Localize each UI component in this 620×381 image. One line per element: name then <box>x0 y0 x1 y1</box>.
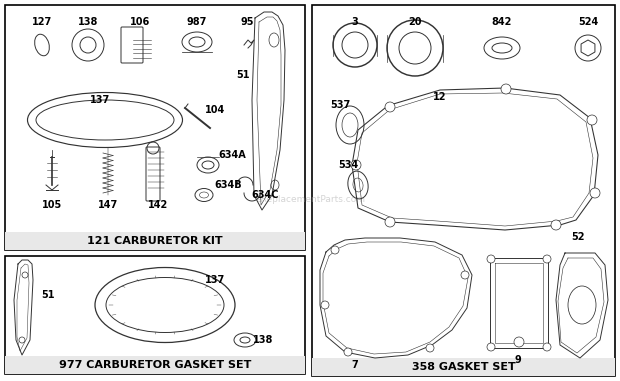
Text: eReplacementParts.com: eReplacementParts.com <box>255 195 365 205</box>
Text: 121 CARBURETOR KIT: 121 CARBURETOR KIT <box>87 236 223 246</box>
Circle shape <box>331 246 339 254</box>
FancyBboxPatch shape <box>146 147 160 201</box>
Text: 20: 20 <box>408 17 422 27</box>
Polygon shape <box>312 358 615 376</box>
Text: 137: 137 <box>90 95 110 105</box>
Text: 106: 106 <box>130 17 150 27</box>
Text: 51: 51 <box>236 70 250 80</box>
Circle shape <box>333 23 377 67</box>
Polygon shape <box>5 5 305 250</box>
Text: 95: 95 <box>241 17 254 27</box>
Circle shape <box>426 344 434 352</box>
Text: 105: 105 <box>42 200 62 210</box>
Text: 9: 9 <box>515 355 521 365</box>
Polygon shape <box>5 356 305 374</box>
Text: 12: 12 <box>433 92 447 102</box>
Circle shape <box>385 217 395 227</box>
Polygon shape <box>312 5 615 376</box>
Circle shape <box>590 188 600 198</box>
Text: 358 GASKET SET: 358 GASKET SET <box>412 362 515 372</box>
Text: 977 CARBURETOR GASKET SET: 977 CARBURETOR GASKET SET <box>59 360 251 370</box>
Text: 137: 137 <box>205 275 225 285</box>
Text: 634A: 634A <box>218 150 246 160</box>
Circle shape <box>514 337 524 347</box>
Circle shape <box>351 160 361 170</box>
Circle shape <box>487 255 495 263</box>
Text: 7: 7 <box>352 360 358 370</box>
Circle shape <box>461 271 469 279</box>
Text: 138: 138 <box>253 335 273 345</box>
Circle shape <box>387 20 443 76</box>
Text: 52: 52 <box>571 232 585 242</box>
Text: 138: 138 <box>78 17 98 27</box>
Circle shape <box>587 115 597 125</box>
Circle shape <box>543 343 551 351</box>
Circle shape <box>551 220 561 230</box>
Text: 634C: 634C <box>251 190 279 200</box>
Circle shape <box>385 102 395 112</box>
FancyBboxPatch shape <box>121 27 143 63</box>
Circle shape <box>501 84 511 94</box>
Circle shape <box>487 343 495 351</box>
Circle shape <box>575 35 601 61</box>
Circle shape <box>321 301 329 309</box>
Text: 127: 127 <box>32 17 52 27</box>
Circle shape <box>344 348 352 356</box>
Polygon shape <box>5 256 305 374</box>
Text: 634B: 634B <box>214 180 242 190</box>
Text: 534: 534 <box>338 160 358 170</box>
Text: 3: 3 <box>352 17 358 27</box>
Circle shape <box>543 255 551 263</box>
Text: 142: 142 <box>148 200 168 210</box>
Text: 104: 104 <box>205 105 225 115</box>
Text: 147: 147 <box>98 200 118 210</box>
Polygon shape <box>5 232 305 250</box>
Ellipse shape <box>182 32 212 52</box>
Text: 842: 842 <box>492 17 512 27</box>
Text: 987: 987 <box>187 17 207 27</box>
Text: 51: 51 <box>42 290 55 300</box>
Text: 537: 537 <box>330 100 350 110</box>
Ellipse shape <box>197 157 219 173</box>
Text: 524: 524 <box>578 17 598 27</box>
Ellipse shape <box>484 37 520 59</box>
